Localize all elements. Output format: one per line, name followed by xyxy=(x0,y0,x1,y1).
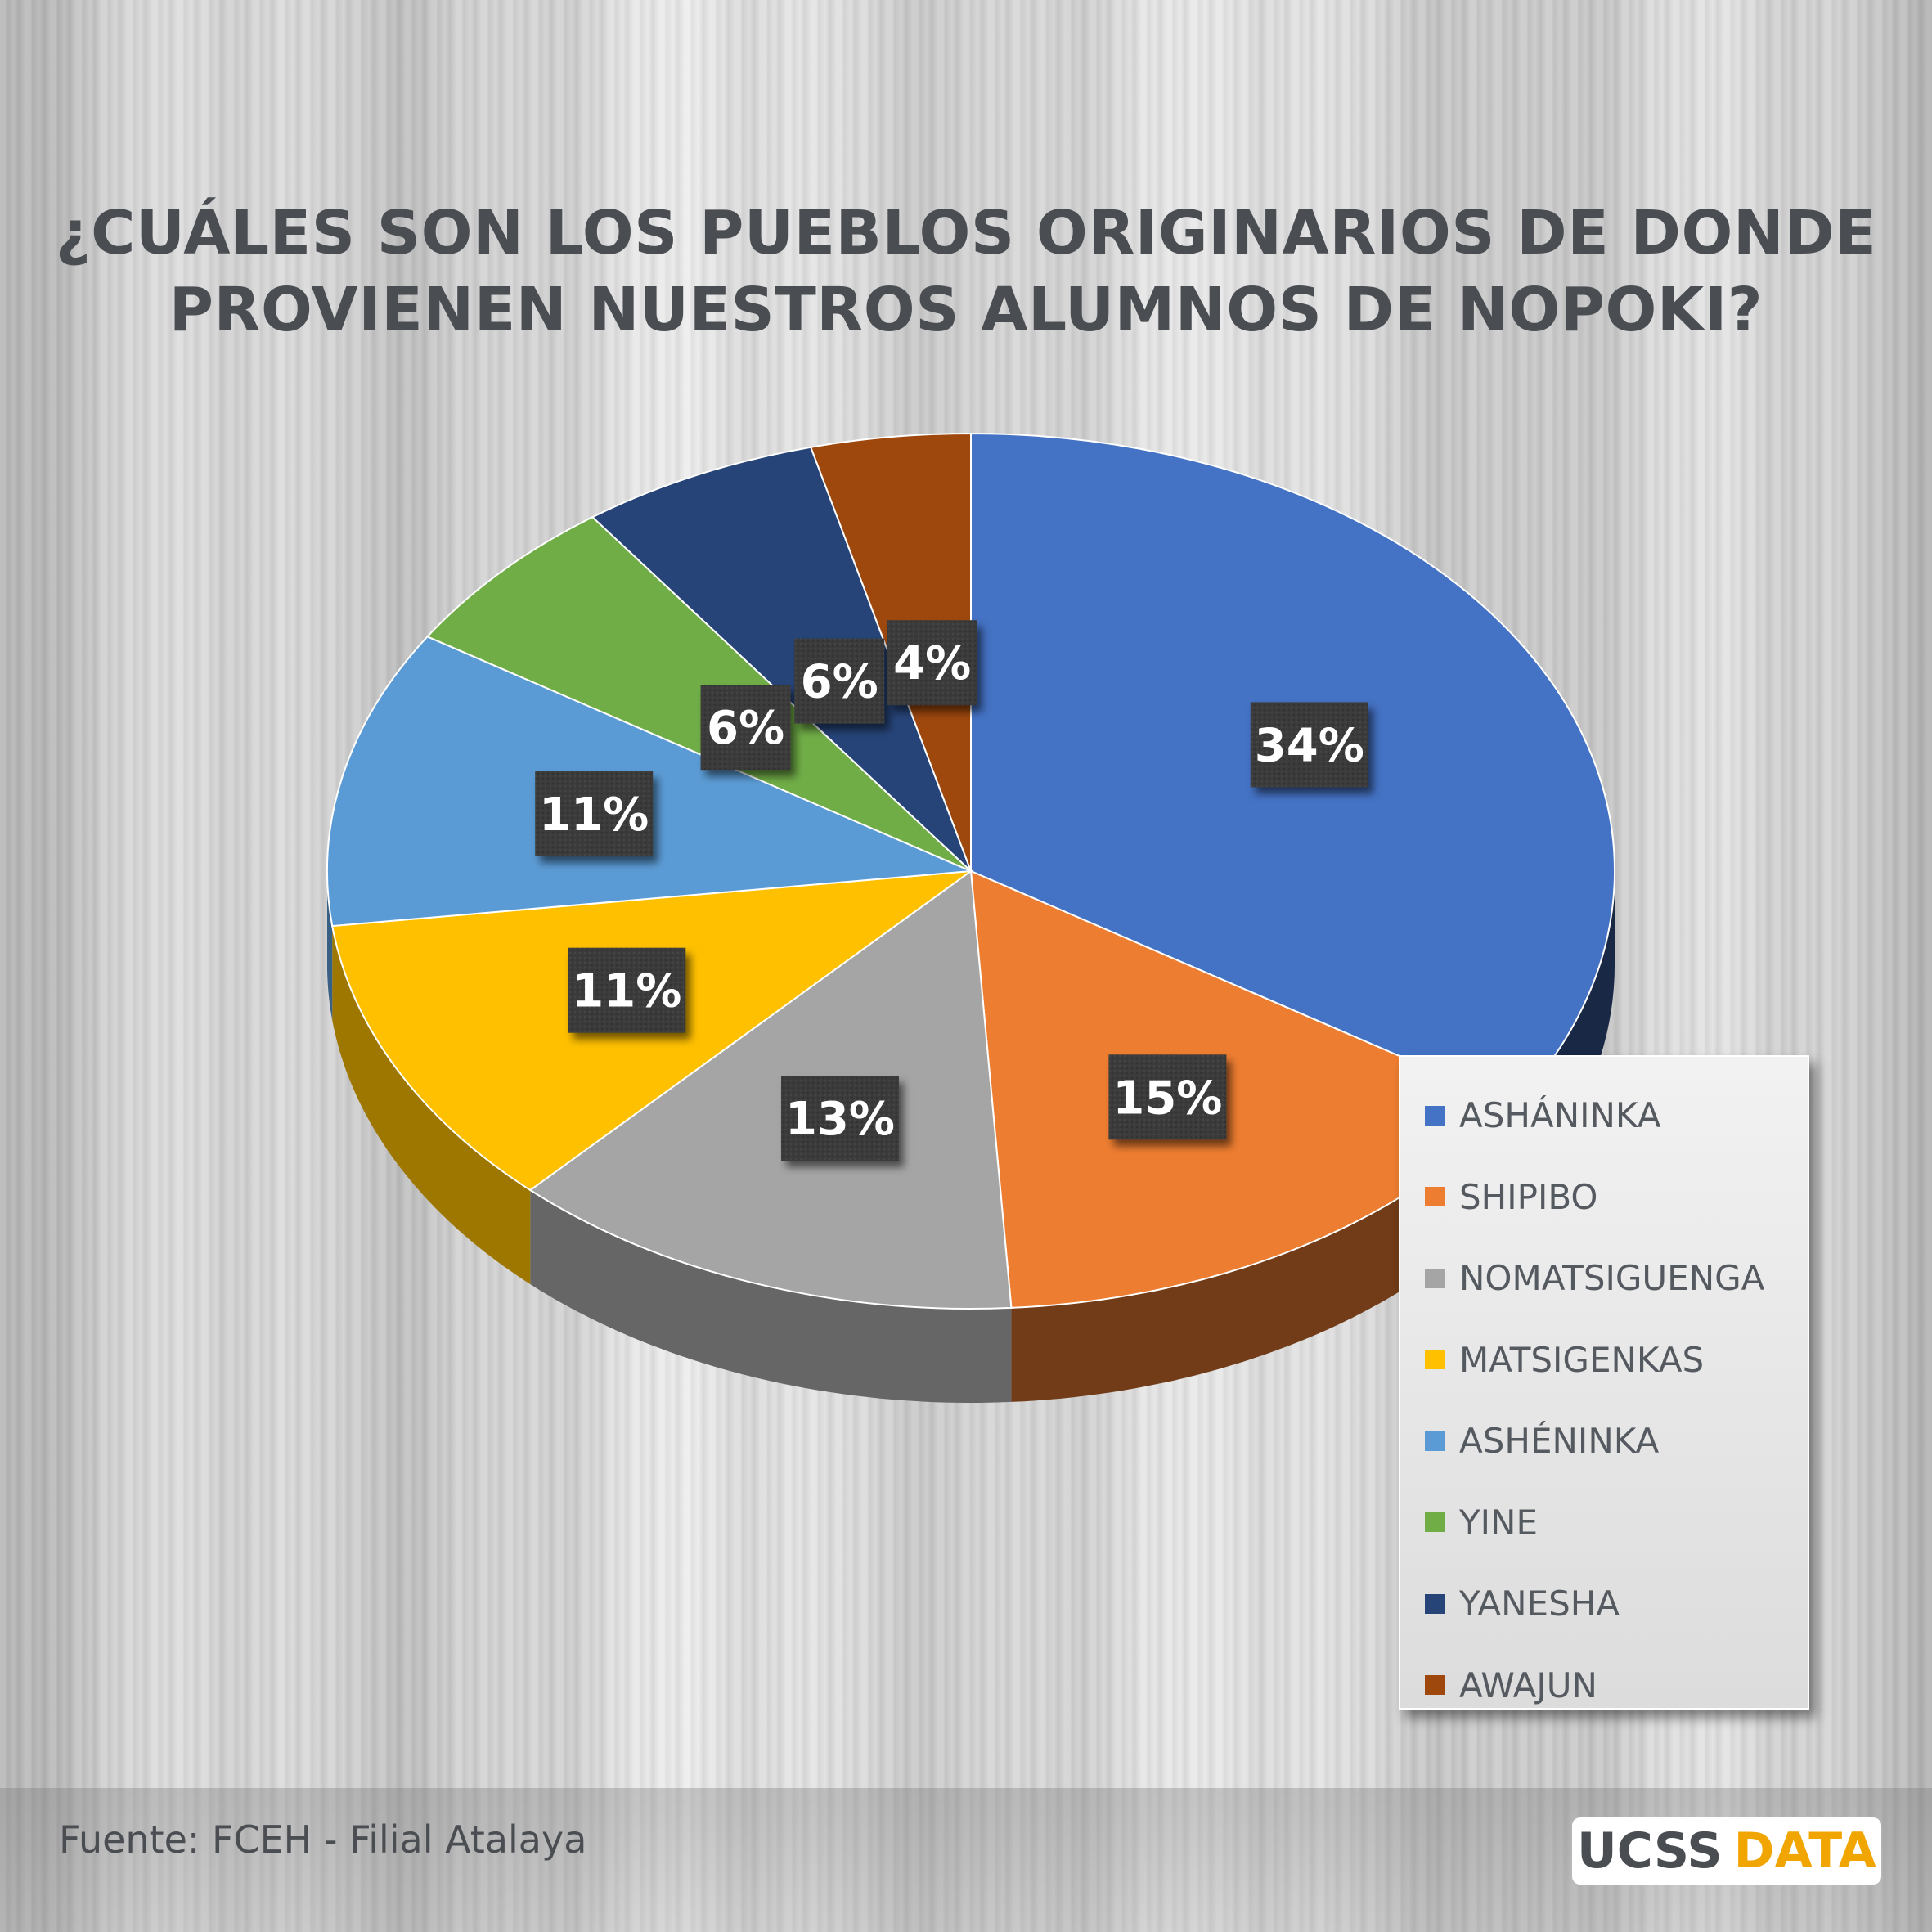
legend-label: AWAJUN xyxy=(1459,1665,1597,1705)
data-label-nomatsiguenga: 13% xyxy=(781,1076,899,1161)
legend-item-nomatsiguenga: NOMATSIGUENGA xyxy=(1400,1238,1808,1319)
legend-swatch xyxy=(1425,1593,1445,1614)
legend-item-awajun: AWAJUN xyxy=(1400,1645,1808,1727)
data-label-awajun: 4% xyxy=(887,620,977,706)
legend-swatch xyxy=(1425,1431,1445,1451)
legend-label: MATSIGENKAS xyxy=(1459,1339,1705,1380)
data-label-box xyxy=(887,620,977,706)
chart-title-line-2: PROVIENEN NUESTROS ALUMNOS DE NOPOKI? xyxy=(168,275,1764,345)
legend-item-shipibo: SHIPIBO xyxy=(1400,1157,1808,1238)
data-label-box xyxy=(781,1076,899,1161)
brand-logo-data: DATA xyxy=(1733,1822,1876,1880)
pie-slice-yanesha xyxy=(591,446,972,872)
data-label-box xyxy=(794,638,885,724)
legend-label: ASHÉNINKA xyxy=(1459,1421,1660,1462)
data-label-ashaninka: 34% xyxy=(1250,702,1368,788)
pie-side-nomatsiguenga xyxy=(530,1190,1012,1403)
data-label-text: 11% xyxy=(539,789,649,842)
legend-label: SHIPIBO xyxy=(1459,1176,1598,1217)
pie-side-matsigenkas xyxy=(332,926,531,1284)
data-label-matsigenkas: 11% xyxy=(568,947,686,1033)
source-note: Fuente: FCEH - Filial Atalaya xyxy=(59,1817,587,1862)
legend-swatch xyxy=(1425,1187,1445,1207)
data-label-box xyxy=(700,685,791,771)
legend-items: ASHÁNINKA SHIPIBO NOMATSIGUENGA MATSIGENKAS… xyxy=(1400,1075,1808,1726)
data-label-yine: 6% xyxy=(700,685,791,771)
data-label-box xyxy=(1108,1054,1227,1140)
data-label-box xyxy=(535,771,654,856)
legend-swatch xyxy=(1425,1350,1445,1370)
data-label-text: 6% xyxy=(707,702,784,755)
legend-item-matsigenkas: MATSIGENKAS xyxy=(1400,1319,1808,1401)
legend-item-ashaninka: ASHÁNINKA xyxy=(1400,1075,1808,1157)
data-label-shipibo: 15% xyxy=(1108,1054,1227,1140)
pie-slice-yine xyxy=(425,515,972,872)
legend-swatch xyxy=(1425,1105,1445,1126)
legend-item-yanesha: YANESHA xyxy=(1400,1563,1808,1645)
data-label-text: 34% xyxy=(1255,719,1364,772)
data-label-box xyxy=(1250,702,1368,788)
brand-logo-ucss: UCSS xyxy=(1577,1822,1723,1880)
legend-swatch xyxy=(1425,1268,1445,1288)
chart-title: ¿CUÁLES SON LOS PUEBLOS ORIGINARIOS DE D… xyxy=(0,195,1932,348)
data-label-text: 4% xyxy=(893,637,971,690)
legend-item-yine: YINE xyxy=(1400,1482,1808,1564)
legend: ASHÁNINKA SHIPIBO NOMATSIGUENGA MATSIGENKAS… xyxy=(1399,1055,1809,1710)
pie-side-shipibo xyxy=(1011,1105,1515,1402)
data-label-text: 13% xyxy=(785,1093,895,1146)
data-label-asheninka: 11% xyxy=(535,771,654,856)
brand-logo: UCSS DATA xyxy=(1572,1817,1881,1885)
legend-label: YINE xyxy=(1459,1502,1538,1543)
data-label-box xyxy=(568,947,686,1033)
data-label-yanesha: 6% xyxy=(794,638,885,724)
pie-slice-nomatsiguenga xyxy=(528,869,1013,1310)
data-label-text: 6% xyxy=(801,656,878,709)
legend-swatch xyxy=(1425,1675,1445,1696)
data-label-text: 15% xyxy=(1112,1072,1222,1125)
legend-label: YANESHA xyxy=(1459,1584,1620,1624)
legend-label: ASHÁNINKA xyxy=(1459,1095,1661,1136)
legend-item-asheninka: ASHÉNINKA xyxy=(1400,1400,1808,1482)
legend-swatch xyxy=(1425,1512,1445,1533)
chart-title-line-1: ¿CUÁLES SON LOS PUEBLOS ORIGINARIOS DE D… xyxy=(55,198,1877,268)
data-labels: 34% 15% 13% 11% 11% 6% 6% 4% xyxy=(535,620,1368,1161)
pie-side-asheninka xyxy=(327,871,333,1021)
data-label-text: 11% xyxy=(572,965,681,1018)
legend-label: NOMATSIGUENGA xyxy=(1459,1258,1765,1299)
